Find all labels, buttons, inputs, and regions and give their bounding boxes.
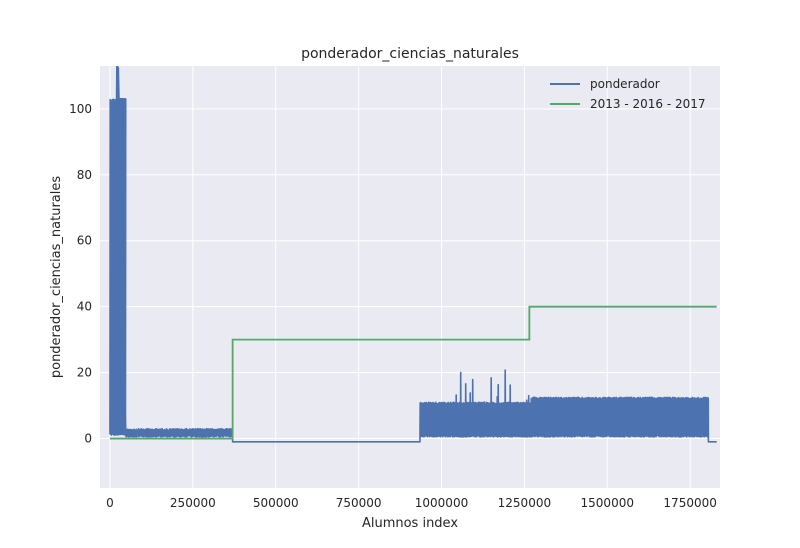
- x-tick-label: 1750000: [663, 496, 716, 510]
- y-tick-label: 60: [77, 234, 92, 248]
- x-tick-label: 500000: [253, 496, 299, 510]
- y-axis-label: ponderador_ciencias_naturales: [49, 176, 64, 379]
- x-axis-label: Alumnos index: [362, 516, 458, 531]
- y-tick-label: 20: [77, 366, 92, 380]
- legend-label: ponderador: [590, 77, 660, 91]
- y-tick-label: 40: [77, 300, 92, 314]
- y-tick-label: 100: [69, 102, 92, 116]
- x-tick-label: 1250000: [498, 496, 551, 510]
- y-tick-label: 0: [84, 432, 92, 446]
- x-tick-label: 250000: [170, 496, 216, 510]
- series-line: [109, 66, 717, 443]
- x-tick-label: 750000: [336, 496, 382, 510]
- series-ponderador: [109, 66, 717, 443]
- tick-labels: 0 250000 500000 750000 1000000 1250000 1500000…: [69, 102, 717, 510]
- y-tick-label: 80: [77, 168, 92, 182]
- series-step: [109, 305, 717, 440]
- x-tick-label: 0: [106, 496, 114, 510]
- chart-title: ponderador_ciencias_naturales: [301, 46, 519, 62]
- legend: ponderador 2013 - 2016 - 2017: [550, 77, 706, 111]
- x-tick-label: 1500000: [581, 496, 634, 510]
- legend-label: 2013 - 2016 - 2017: [590, 97, 706, 111]
- x-tick-label: 1000000: [415, 496, 468, 510]
- series-line: [109, 305, 717, 440]
- series-layer: [109, 66, 717, 443]
